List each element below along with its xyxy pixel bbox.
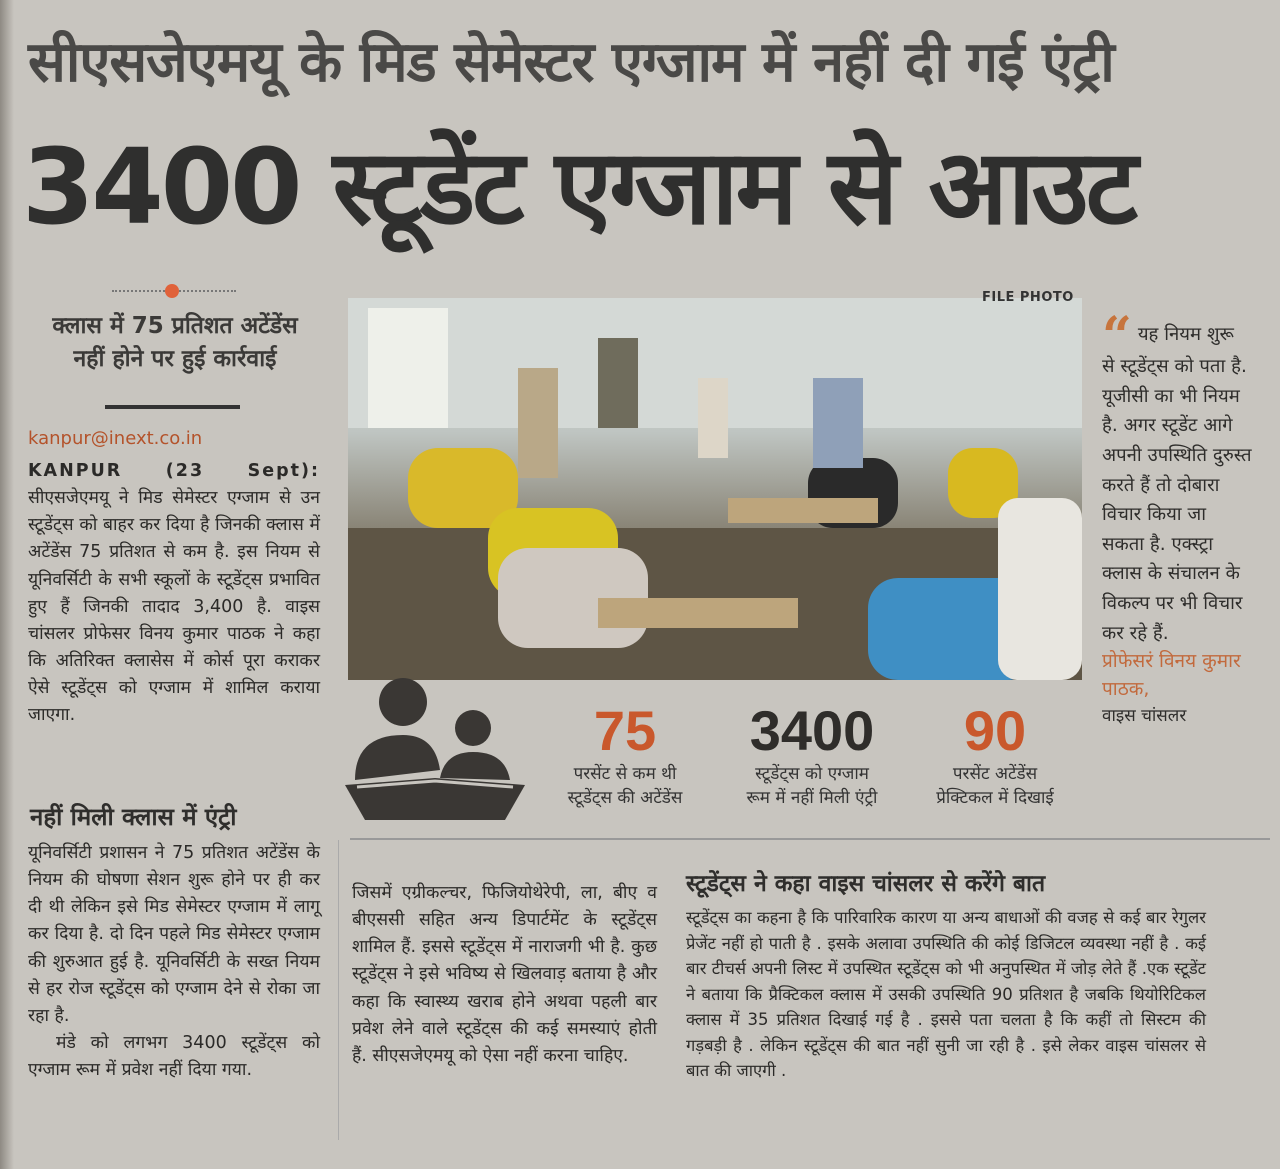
lead-column: KANPUR (23 Sept): सीएसजेएमयू ने मिड सेमे… bbox=[28, 458, 320, 729]
pull-quote: “ यह नियम शुरू से स्टूडेंट्स को पता है. … bbox=[1102, 311, 1252, 730]
section2-paragraph: स्टूडेंट्स का कहना है कि पारिवारिक कारण … bbox=[686, 908, 1206, 1081]
quote-author-role: वाइस चांसलर bbox=[1102, 706, 1187, 727]
classroom-illustration bbox=[348, 298, 1082, 680]
section-heading-no-entry: नहीं मिली क्लास में एंट्री bbox=[30, 803, 237, 831]
divider-rule bbox=[105, 405, 240, 409]
stat-value: 3400 bbox=[749, 699, 875, 762]
stat-label-1: परसेंट से कम थी bbox=[573, 763, 677, 784]
orange-dot-icon bbox=[165, 284, 179, 298]
quote-author: प्रोफेसरं विनय कुमार पाठक, bbox=[1102, 650, 1241, 700]
photo-credit: FILE PHOTO bbox=[982, 290, 1074, 305]
dateline-place: KANPUR bbox=[28, 461, 123, 481]
section1-paragraph-1: यूनिवर्सिटी प्रशासन ने 75 प्रतिशत अटेंडे… bbox=[28, 843, 320, 1026]
reporter-email: kanpur@inext.co.in bbox=[28, 428, 203, 449]
subhead-line-1: क्लास में 75 प्रतिशत अटेंडेंस bbox=[52, 313, 298, 339]
stat-label-2: स्टूडेंट्स की अटेंडेंस bbox=[567, 788, 683, 809]
stat-label-2: प्रेक्टिकल में दिखाई bbox=[936, 788, 1054, 809]
section1-column-2: जिसमें एग्रीकल्चर, फिजियोथेरेपी, ला, बीए… bbox=[352, 883, 657, 1066]
column-divider bbox=[338, 840, 339, 1140]
stat-value: 90 bbox=[963, 699, 1027, 762]
page-fold-shadow bbox=[0, 0, 14, 1169]
stat-students: 3400 स्टूडेंट्स को एग्जाम रूम में नहीं म… bbox=[727, 700, 897, 811]
stat-practical: 90 परसेंट अटेंडेंस प्रेक्टिकल में दिखाई bbox=[910, 700, 1080, 811]
stat-label-2: रूम में नहीं मिली एंट्री bbox=[746, 788, 878, 809]
main-headline: 3400 स्टूडेंट एग्जाम से आउट bbox=[22, 126, 1138, 248]
lead-paragraph: सीएसजेएमयू ने मिड सेमेस्टर एग्जाम से उन … bbox=[28, 488, 320, 726]
stat-value: 75 bbox=[593, 699, 657, 762]
section-divider bbox=[350, 838, 1270, 840]
kicker-headline: सीएसजेएमयू के मिड सेमेस्टर एग्जाम में नह… bbox=[28, 30, 1115, 95]
subheadline: क्लास में 75 प्रतिशत अटेंडेंस नहीं होने … bbox=[20, 310, 330, 377]
section-heading-vc-talk: स्टूडेंट्स ने कहा वाइस चांसलर से करेंगे … bbox=[686, 871, 1046, 897]
subhead-line-2: नहीं होने पर हुई कार्रवाई bbox=[73, 346, 277, 373]
section1-paragraph-2: मंडे को लगभग 3400 स्टूडेंट्स को एग्जाम र… bbox=[28, 1032, 320, 1080]
quote-text: यह नियम शुरू से स्टूडेंट्स को पता है. यू… bbox=[1102, 324, 1252, 644]
stat-label-1: स्टूडेंट्स को एग्जाम bbox=[755, 763, 869, 784]
dateline: KANPUR (23 Sept): bbox=[28, 458, 320, 485]
exam-hall-photo bbox=[348, 298, 1082, 680]
section1-column-1: यूनिवर्सिटी प्रशासन ने 75 प्रतिशत अटेंडे… bbox=[28, 840, 320, 1084]
dateline-month: Sept): bbox=[247, 461, 320, 481]
stat-label-1: परसेंट अटेंडेंस bbox=[952, 763, 1038, 784]
stat-attendance: 75 परसेंट से कम थी स्टूडेंट्स की अटेंडें… bbox=[540, 700, 710, 811]
dateline-date: (23 bbox=[165, 461, 205, 481]
students-reading-icon bbox=[335, 660, 535, 825]
